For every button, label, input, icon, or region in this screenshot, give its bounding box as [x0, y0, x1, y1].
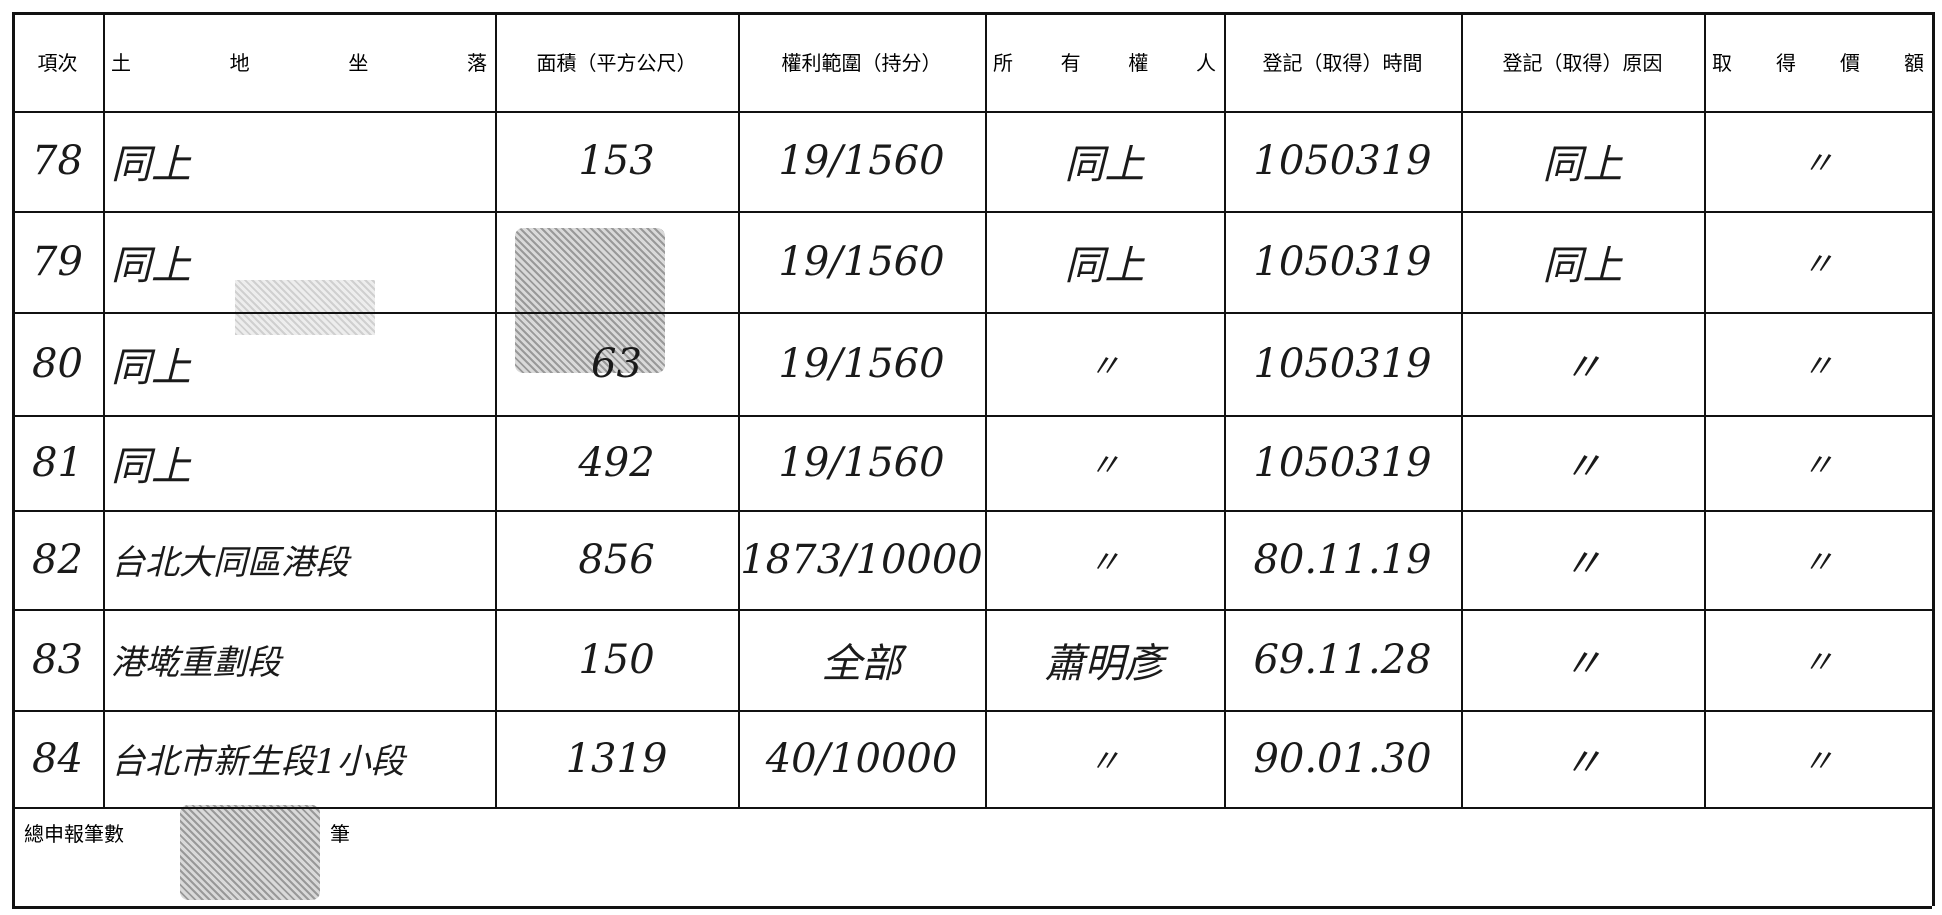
column-line [1461, 12, 1463, 807]
handwritten-cell: 69.11.28 [1253, 636, 1432, 683]
handwritten-cell: 台北大同區港段 [111, 543, 349, 583]
handwritten-cell: 1050319 [1253, 138, 1432, 184]
handwritten-cell: 〃 [1562, 443, 1603, 490]
handwritten-cell: 〃 [1562, 640, 1603, 687]
handwritten-cell: 82 [32, 536, 83, 583]
seal-stamp [515, 228, 665, 373]
handwritten-cell: 同上 [111, 344, 191, 391]
handwritten-cell: 港墘重劃段 [111, 643, 281, 683]
column-line [103, 12, 105, 807]
handwritten-cell: 〃 [1562, 540, 1603, 587]
column-line [1224, 12, 1226, 807]
handwritten-cell: 40/10000 [765, 735, 958, 782]
header-cell: 面積（平方公尺） [536, 51, 697, 75]
column-line [12, 12, 15, 906]
row-line [12, 111, 1932, 113]
handwritten-cell: 492 [578, 439, 655, 486]
handwritten-cell: 同上 [111, 242, 191, 289]
handwritten-cell: 856 [578, 536, 655, 583]
row-line [12, 312, 1932, 314]
handwritten-cell: 80.11.19 [1253, 536, 1432, 583]
handwritten-cell: 蕭明彥 [1044, 640, 1165, 687]
handwritten-cell: 〃 [1088, 741, 1121, 780]
column-line [738, 12, 740, 807]
row-line [12, 12, 1932, 15]
handwritten-cell: 台北市新生段1小段 [111, 742, 405, 782]
handwritten-cell: 〃 [1562, 739, 1603, 786]
handwritten-cell: 19/1560 [778, 439, 945, 486]
handwritten-cell: 〃 [1801, 144, 1834, 182]
header-cell: 登記（取得）原因 [1502, 51, 1663, 75]
handwritten-cell: 79 [32, 238, 83, 285]
redaction [235, 280, 375, 335]
handwritten-cell: 〃 [1088, 542, 1121, 581]
footer-unit: 筆 [330, 821, 350, 846]
handwritten-cell: 84 [32, 735, 83, 782]
row-line [12, 807, 1932, 809]
handwritten-cell: 1873/10000 [740, 536, 983, 583]
handwritten-cell: 19/1560 [778, 238, 945, 285]
handwritten-cell: 〃 [1801, 346, 1834, 385]
handwritten-cell: 〃 [1088, 346, 1121, 385]
header-cell: 取得價額 [1712, 51, 1924, 75]
handwritten-cell: 153 [578, 138, 655, 184]
handwritten-cell: 同上 [111, 142, 191, 188]
handwritten-cell: 150 [578, 636, 655, 683]
handwritten-cell: 全部 [821, 640, 902, 687]
handwritten-cell: 〃 [1801, 642, 1834, 681]
handwritten-cell: 同上 [111, 443, 191, 490]
handwritten-cell: 1050319 [1253, 340, 1432, 387]
header-cell: 土地坐落 [111, 51, 487, 75]
handwritten-cell: 同上 [1064, 242, 1145, 289]
column-line [1704, 12, 1706, 807]
row-line [12, 415, 1932, 417]
handwritten-cell: 63 [591, 340, 642, 387]
header-cell: 項次 [37, 51, 78, 75]
handwritten-cell: 〃 [1801, 542, 1834, 581]
header-cell: 所有權人 [993, 51, 1216, 75]
handwritten-cell: 〃 [1801, 741, 1834, 780]
handwritten-cell: 同上 [1542, 142, 1623, 188]
handwritten-cell: 80 [32, 340, 83, 387]
row-line [12, 211, 1932, 213]
handwritten-cell: 〃 [1088, 445, 1121, 484]
handwritten-cell: 19/1560 [778, 138, 945, 184]
handwritten-cell: 19/1560 [778, 340, 945, 387]
handwritten-cell: 81 [32, 439, 83, 486]
column-line [495, 12, 497, 807]
handwritten-cell: 1050319 [1253, 439, 1432, 486]
handwritten-cell: 同上 [1064, 142, 1145, 188]
handwritten-cell: 90.01.30 [1253, 735, 1432, 782]
row-line [12, 906, 1932, 909]
column-line [985, 12, 987, 807]
handwritten-cell: 〃 [1801, 244, 1834, 283]
header-cell: 登記（取得）時間 [1262, 51, 1423, 75]
footer-label: 總申報筆數 [24, 821, 124, 846]
column-line [1932, 12, 1935, 906]
row-line [12, 609, 1932, 611]
row-line [12, 510, 1932, 512]
row-line [12, 710, 1932, 712]
handwritten-cell: 1050319 [1253, 238, 1432, 285]
handwritten-cell: 〃 [1801, 445, 1834, 484]
handwritten-cell: 〃 [1562, 344, 1603, 391]
handwritten-cell: 78 [32, 138, 83, 184]
handwritten-cell: 同上 [1542, 242, 1623, 289]
handwritten-cell: 83 [32, 636, 83, 683]
handwritten-cell: 1319 [565, 735, 668, 782]
header-cell: 權利範圍（持分） [781, 51, 942, 75]
seal-stamp [180, 805, 320, 900]
